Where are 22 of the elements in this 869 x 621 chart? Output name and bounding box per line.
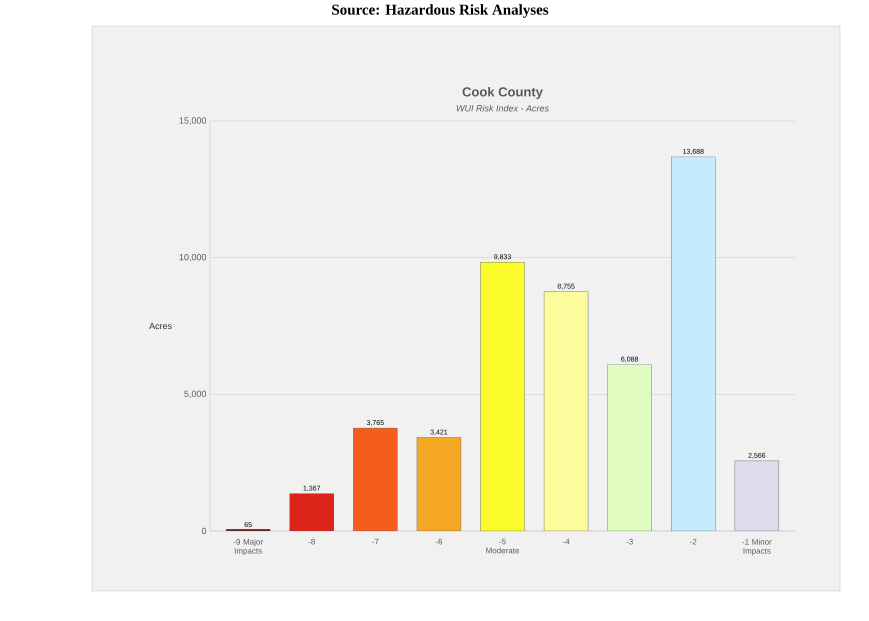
source-note: Source: Hazardous Risk Analyses xyxy=(332,4,548,18)
x-tick-label: -4 xyxy=(562,538,570,544)
x-tick-label: -9 Major Impacts xyxy=(234,538,263,556)
y-axis-title: Acres xyxy=(149,322,172,330)
y-tick-label: 5,000 xyxy=(184,390,206,398)
y-tick-label: 15,000 xyxy=(180,117,206,125)
x-tick-label: -3 xyxy=(626,538,633,544)
x-tick-label: -5 Moderate xyxy=(486,538,520,554)
x-tick-label: -1 Minor Impacts xyxy=(742,538,772,556)
x-tick-label: -2 xyxy=(690,538,696,544)
bar xyxy=(290,493,334,531)
x-tick-label: -8 xyxy=(308,538,315,544)
bar xyxy=(480,262,525,531)
bar xyxy=(416,437,462,531)
chart-subtitle: WUI Risk Index - Acres xyxy=(456,104,549,112)
bar xyxy=(607,364,652,531)
y-tick-label: 0 xyxy=(202,528,206,534)
y-tick-label: 10,000 xyxy=(180,254,206,262)
x-tick-label: -7 xyxy=(372,538,378,544)
x-tick-label: -6 xyxy=(436,538,442,544)
chart-title: Cook County xyxy=(462,86,543,100)
bar xyxy=(671,156,716,531)
